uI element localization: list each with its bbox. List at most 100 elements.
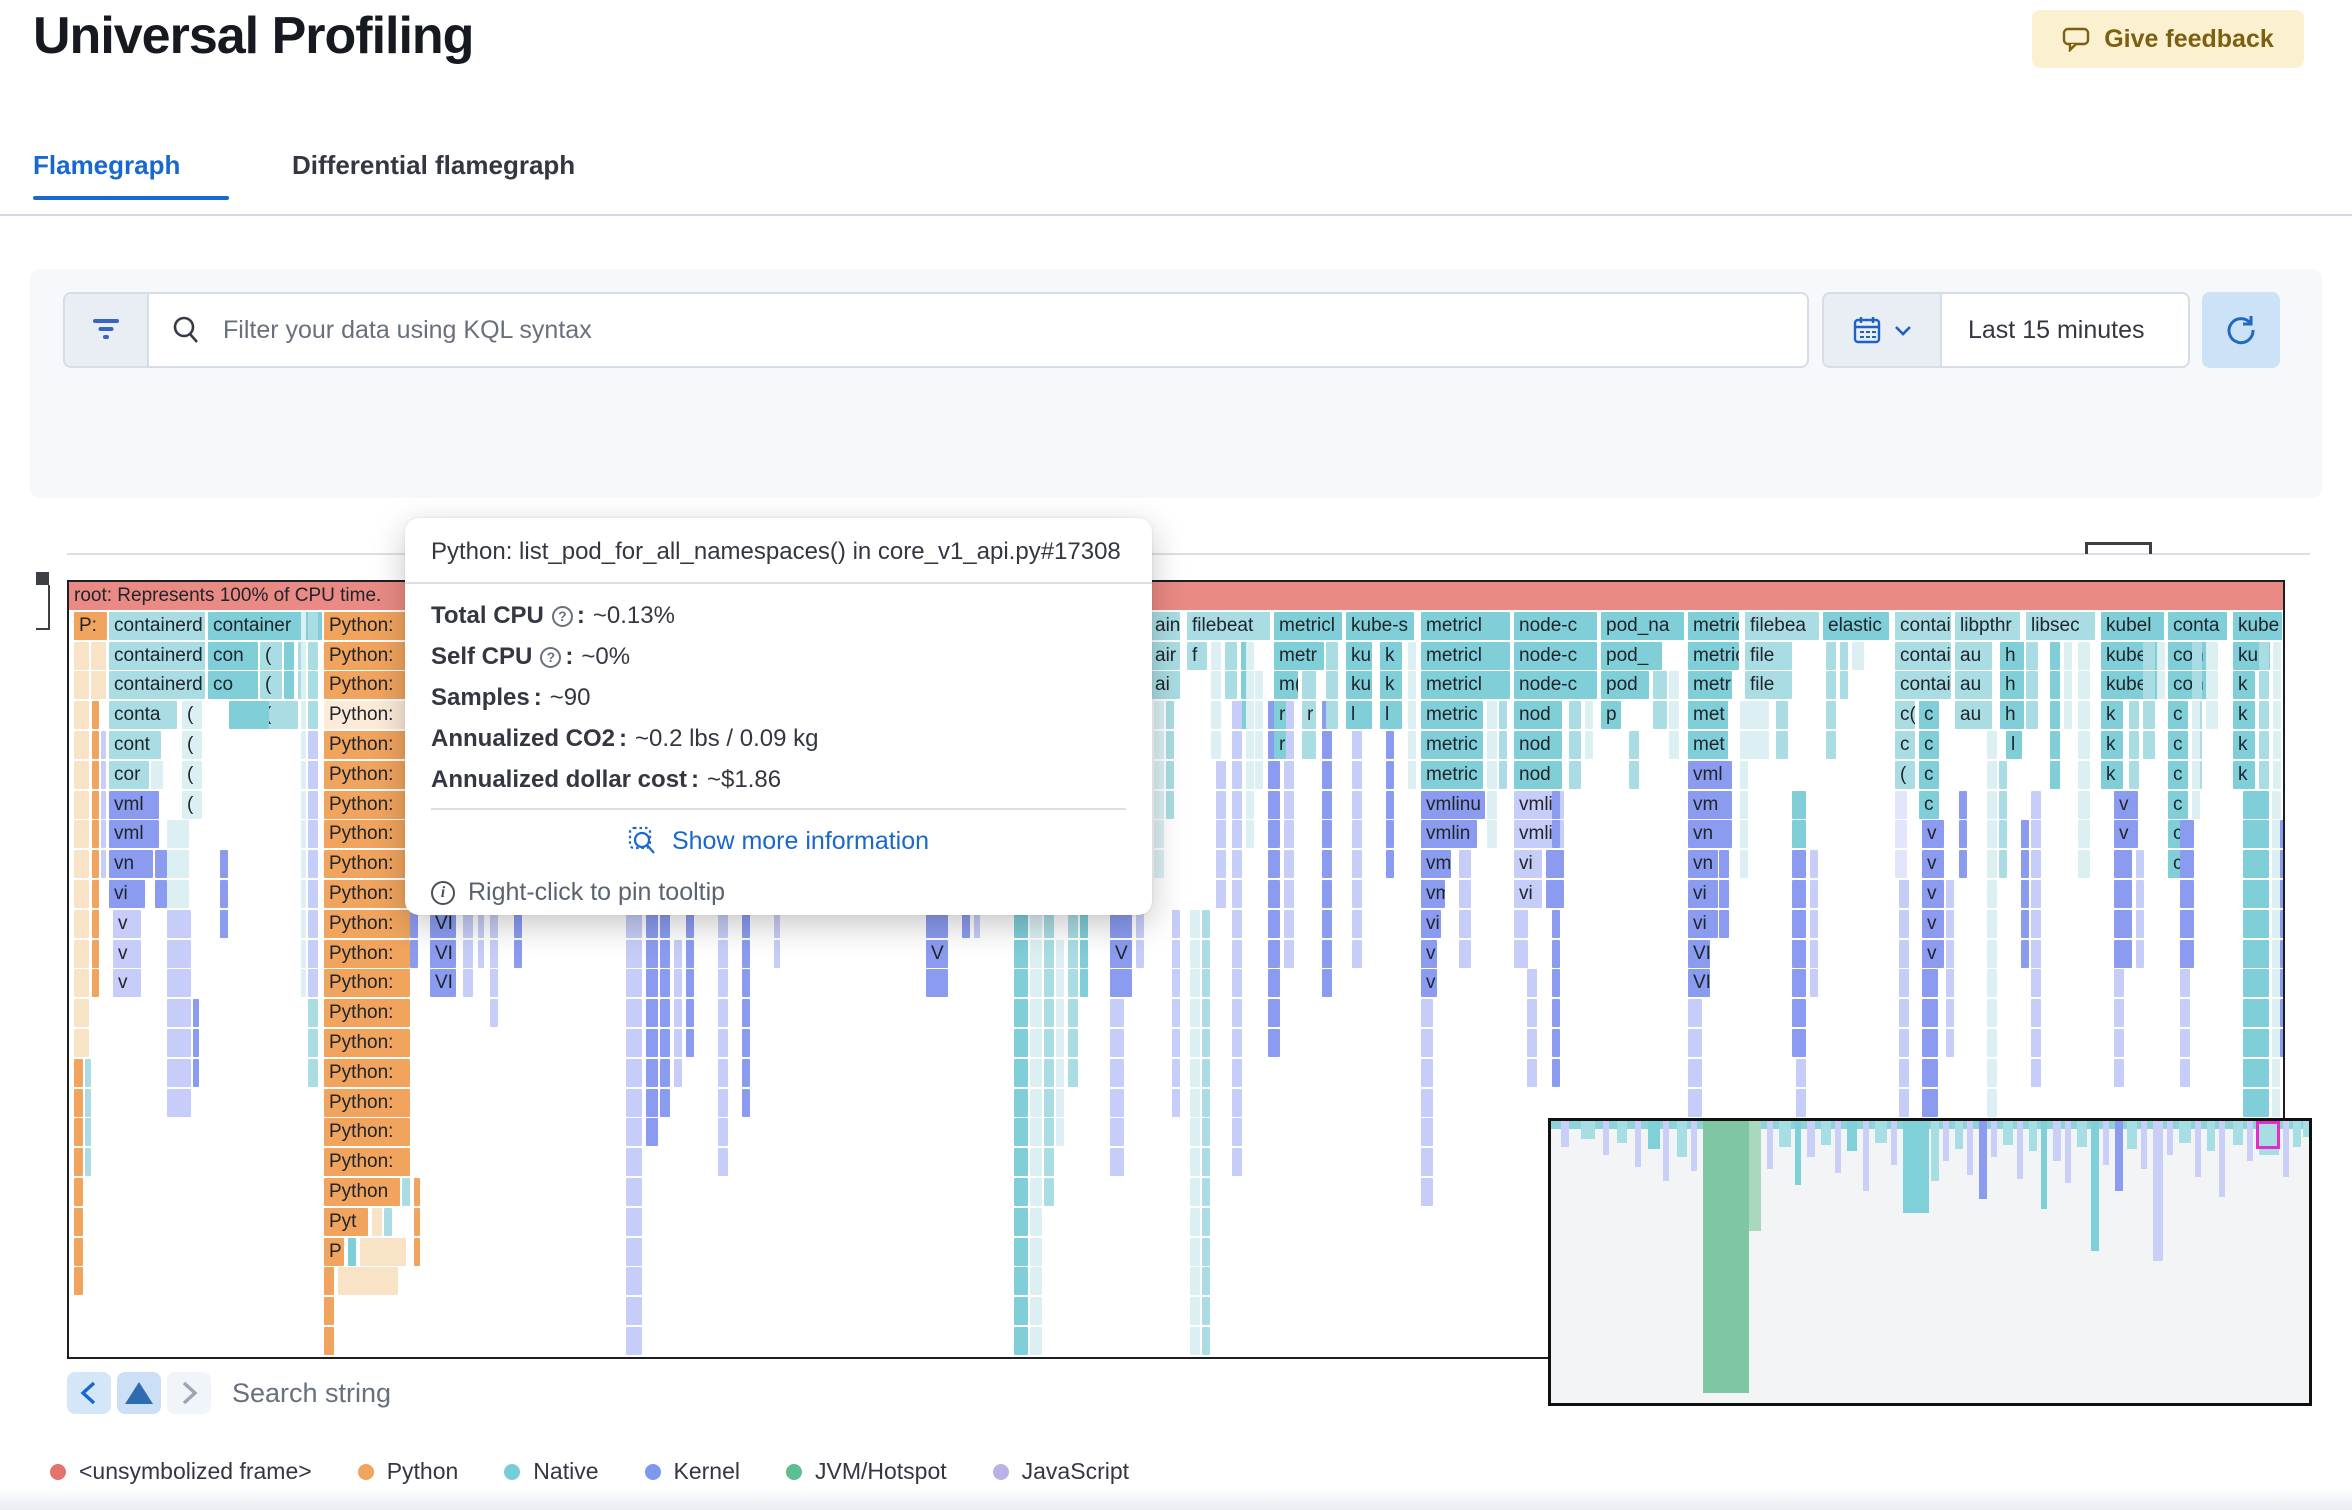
flame-cell[interactable]: [1202, 1207, 1210, 1236]
flame-cell[interactable]: au: [1955, 701, 1992, 730]
flame-cell[interactable]: Python:: [324, 1058, 410, 1087]
flame-cell[interactable]: [2136, 909, 2144, 938]
flame-cell[interactable]: [1922, 1088, 1938, 1117]
flame-cell[interactable]: containerd: [109, 671, 205, 700]
flame-cell[interactable]: [1190, 999, 1200, 1028]
flame-cell[interactable]: contai: [1895, 611, 1951, 640]
flame-cell[interactable]: [1322, 790, 1332, 819]
flame-cell[interactable]: [1386, 731, 1394, 759]
flame-cell[interactable]: Pyt: [324, 1207, 368, 1236]
flame-cell[interactable]: [1014, 969, 1028, 998]
flame-cell[interactable]: Python:: [324, 969, 410, 998]
date-picker-menu-button[interactable]: [1824, 294, 1942, 366]
flame-cell[interactable]: [674, 999, 682, 1028]
flame-cell[interactable]: [2129, 701, 2139, 730]
flame-cell[interactable]: [193, 1029, 199, 1057]
flame-cell[interactable]: metricl: [1421, 611, 1510, 640]
flame-cell[interactable]: v: [113, 969, 141, 998]
flame-cell[interactable]: [1014, 1237, 1028, 1266]
flame-cell[interactable]: [478, 909, 484, 938]
flame-cell[interactable]: [308, 999, 318, 1028]
flame-cell[interactable]: [1190, 1267, 1200, 1296]
flame-cell[interactable]: [2021, 850, 2029, 879]
flame-cell[interactable]: [626, 1178, 642, 1206]
flame-cell[interactable]: [1386, 850, 1394, 879]
flame-cell[interactable]: [101, 790, 106, 819]
flame-cell[interactable]: [1776, 671, 1788, 700]
flame-cell[interactable]: [646, 909, 658, 938]
flame-cell[interactable]: [1552, 969, 1560, 998]
flame-cell[interactable]: [1719, 880, 1729, 908]
flame-cell[interactable]: [1211, 701, 1221, 730]
flame-cell[interactable]: [74, 909, 89, 938]
flame-cell[interactable]: [2259, 641, 2269, 670]
flame-cell[interactable]: [1056, 939, 1064, 968]
flame-cell[interactable]: [1719, 790, 1729, 819]
time-range-value[interactable]: Last 15 minutes: [1968, 315, 2145, 344]
flame-cell[interactable]: [1044, 1058, 1054, 1087]
flame-cell[interactable]: [974, 909, 980, 938]
flame-cell[interactable]: [674, 969, 682, 998]
flame-cell[interactable]: [718, 999, 728, 1028]
flame-cell[interactable]: [1014, 1118, 1028, 1147]
flame-cell[interactable]: [1527, 1029, 1537, 1057]
flame-cell[interactable]: [1080, 909, 1088, 938]
flame-cell[interactable]: vi: [1514, 850, 1542, 879]
flame-cell[interactable]: [718, 909, 728, 938]
flame-cell[interactable]: [284, 641, 294, 670]
flame-cell[interactable]: [1514, 939, 1528, 968]
flame-cell[interactable]: [1246, 671, 1254, 700]
flame-cell[interactable]: [74, 641, 89, 670]
flame-cell[interactable]: [338, 1267, 398, 1296]
flame-cell[interactable]: [1202, 1267, 1210, 1296]
flame-cell[interactable]: [1719, 909, 1729, 938]
flame-cell[interactable]: [1946, 909, 1954, 938]
flame-cell[interactable]: [2031, 850, 2041, 879]
flame-cell[interactable]: [2192, 760, 2200, 789]
flame-cell[interactable]: [1166, 790, 1174, 819]
flame-cell[interactable]: [742, 909, 750, 938]
flame-cell[interactable]: [718, 1118, 728, 1147]
flame-cell[interactable]: [718, 1148, 728, 1177]
flame-cell[interactable]: [626, 1207, 642, 1236]
flame-cell[interactable]: [85, 1118, 91, 1147]
flame-cell[interactable]: [2026, 701, 2038, 730]
flame-cell[interactable]: [1421, 1148, 1433, 1177]
flame-cell[interactable]: [74, 1267, 83, 1296]
flame-cell[interactable]: [1268, 969, 1280, 998]
flame-cell[interactable]: [1030, 969, 1042, 998]
flame-cell[interactable]: [1459, 850, 1471, 879]
flame-cell[interactable]: [1792, 909, 1806, 938]
flame-cell[interactable]: [1225, 671, 1237, 700]
flame-cell[interactable]: [1899, 939, 1909, 968]
flame-cell[interactable]: [1840, 641, 1848, 670]
flame-cell[interactable]: [2064, 641, 2072, 670]
flame-cell[interactable]: v: [1922, 939, 1944, 968]
flame-cell[interactable]: [1408, 671, 1416, 700]
flame-cell[interactable]: [2259, 760, 2269, 789]
flame-cell[interactable]: [1014, 1207, 1028, 1236]
flame-cell[interactable]: [308, 731, 318, 759]
flame-cell[interactable]: [324, 1327, 334, 1355]
flame-cell[interactable]: [1056, 1088, 1064, 1117]
flame-cell[interactable]: [2021, 939, 2029, 968]
flame-cell[interactable]: [324, 1267, 334, 1296]
flame-cell[interactable]: [1268, 790, 1280, 819]
flame-cell[interactable]: [1946, 880, 1954, 908]
flame-cell[interactable]: [1499, 731, 1507, 759]
flame-cell[interactable]: [1352, 939, 1362, 968]
flame-cell[interactable]: [2243, 850, 2269, 879]
flame-cell[interactable]: ku: [1346, 641, 1372, 670]
flame-cell[interactable]: [92, 880, 99, 908]
flame-cell[interactable]: [1044, 1029, 1054, 1057]
flame-cell[interactable]: [74, 969, 89, 998]
flame-cell[interactable]: air: [1150, 641, 1180, 670]
flame-cell[interactable]: [1552, 909, 1560, 938]
flame-cell[interactable]: Python:: [324, 1088, 410, 1117]
flame-cell[interactable]: [1796, 1088, 1806, 1117]
flame-cell[interactable]: [2078, 701, 2090, 730]
flame-cell[interactable]: [301, 641, 306, 670]
flame-cell[interactable]: [1056, 1029, 1064, 1057]
flame-cell[interactable]: [1202, 1237, 1210, 1266]
flame-cell[interactable]: [85, 1148, 91, 1177]
